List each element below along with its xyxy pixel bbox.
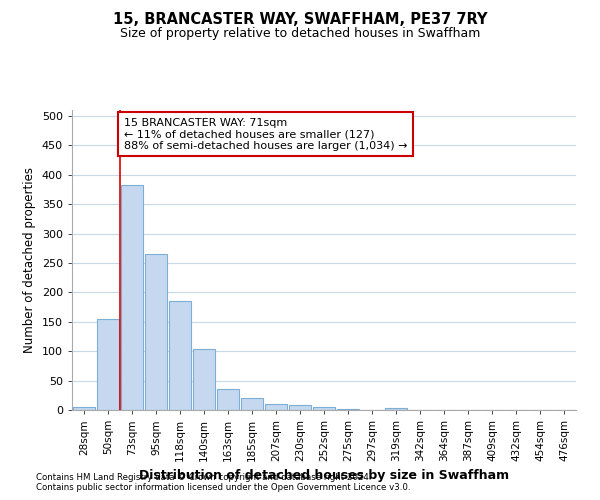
X-axis label: Distribution of detached houses by size in Swaffham: Distribution of detached houses by size …	[139, 470, 509, 482]
Bar	[97, 319, 119, 410]
Y-axis label: Number of detached properties: Number of detached properties	[23, 167, 36, 353]
Text: 15, BRANCASTER WAY, SWAFFHAM, PE37 7RY: 15, BRANCASTER WAY, SWAFFHAM, PE37 7RY	[113, 12, 487, 28]
Bar	[289, 406, 311, 410]
Bar	[121, 184, 143, 410]
Bar	[217, 390, 239, 410]
Bar	[193, 350, 215, 410]
Text: Contains HM Land Registry data © Crown copyright and database right 2024.: Contains HM Land Registry data © Crown c…	[36, 474, 371, 482]
Bar	[241, 398, 263, 410]
Bar	[169, 301, 191, 410]
Text: Size of property relative to detached houses in Swaffham: Size of property relative to detached ho…	[120, 28, 480, 40]
Text: 15 BRANCASTER WAY: 71sqm
← 11% of detached houses are smaller (127)
88% of semi-: 15 BRANCASTER WAY: 71sqm ← 11% of detach…	[124, 118, 407, 151]
Bar	[337, 409, 359, 410]
Bar	[73, 407, 95, 410]
Bar	[385, 408, 407, 410]
Bar	[313, 407, 335, 410]
Bar	[145, 254, 167, 410]
Bar	[265, 404, 287, 410]
Text: Contains public sector information licensed under the Open Government Licence v3: Contains public sector information licen…	[36, 484, 410, 492]
